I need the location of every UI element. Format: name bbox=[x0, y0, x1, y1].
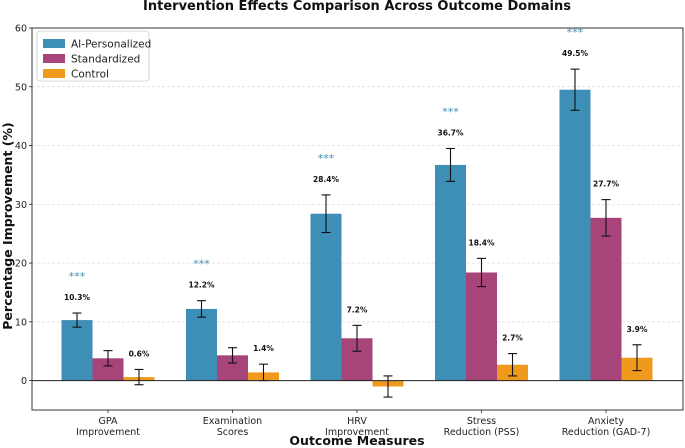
data-label: 1.4% bbox=[253, 344, 274, 353]
data-label: 0.6% bbox=[129, 349, 150, 358]
x-tick-label: Scores bbox=[217, 427, 249, 438]
bars bbox=[61, 89, 653, 387]
x-tick-label: Reduction (PSS) bbox=[444, 427, 520, 438]
data-label: 10.3% bbox=[64, 293, 91, 302]
data-label: 7.2% bbox=[347, 305, 368, 314]
error-bars bbox=[72, 68, 642, 398]
y-tick-label: 10 bbox=[15, 317, 27, 328]
x-tick-label: Anxiety bbox=[588, 416, 624, 427]
bar-standardized-0 bbox=[92, 358, 124, 381]
data-label: 12.2% bbox=[188, 281, 215, 290]
bar-ai-personalized-2 bbox=[310, 213, 342, 381]
x-axis-title: Outcome Measures bbox=[289, 433, 424, 448]
y-tick-label: 60 bbox=[15, 24, 27, 35]
legend-label: AI-Personalized bbox=[71, 39, 151, 51]
significance-marker: *** bbox=[69, 270, 86, 283]
bar-standardized-3 bbox=[466, 272, 497, 381]
significance-marker: *** bbox=[318, 152, 335, 165]
x-tick-label: Improvement bbox=[76, 427, 140, 438]
data-label: 3.9% bbox=[627, 325, 648, 334]
data-label: 36.7% bbox=[437, 128, 464, 137]
legend-swatch-control bbox=[43, 69, 65, 78]
y-tick-label: 20 bbox=[15, 259, 27, 270]
x-tick-label: GPA bbox=[99, 416, 118, 427]
legend-swatch-standardized bbox=[43, 54, 65, 63]
y-tick-label: 40 bbox=[15, 141, 27, 152]
data-label: 2.7% bbox=[502, 334, 523, 343]
bar-ai-personalized-4 bbox=[559, 89, 591, 381]
x-tick-label: Examination bbox=[203, 416, 262, 427]
y-axis-title: Percentage Improvement (%) bbox=[0, 122, 15, 329]
y-tick-label: 50 bbox=[15, 82, 27, 93]
data-label: 28.4% bbox=[313, 175, 340, 184]
x-tick-label: Reduction (GAD-7) bbox=[562, 427, 651, 438]
data-label: 27.7% bbox=[593, 180, 620, 189]
y-axis: 0 10 20 30 40 50 60 bbox=[15, 24, 32, 387]
y-tick-label: 0 bbox=[21, 376, 27, 387]
significance-marker: *** bbox=[193, 258, 210, 271]
x-tick-label: Stress bbox=[467, 416, 496, 427]
chart-title: Intervention Effects Comparison Across O… bbox=[143, 0, 571, 14]
bar-standardized-4 bbox=[590, 217, 622, 381]
bar-ai-personalized-1 bbox=[186, 308, 217, 381]
legend-swatch-ai-personalized bbox=[43, 39, 65, 48]
legend: AI-Personalized Standardized Control bbox=[36, 30, 151, 82]
legend-label: Control bbox=[71, 69, 109, 81]
bar-ai-personalized-0 bbox=[61, 320, 93, 381]
x-tick-label: Improvement bbox=[325, 427, 389, 438]
y-tick-label: 30 bbox=[15, 200, 27, 211]
data-label: 49.5% bbox=[562, 49, 589, 58]
legend-label: Standardized bbox=[71, 54, 140, 66]
x-axis: GPAImprovementExaminationScoresHRVImprov… bbox=[76, 410, 650, 438]
plot-frame bbox=[31, 27, 684, 411]
significance-marker: *** bbox=[567, 26, 584, 39]
value-labels: 10.3% *** 12.2% *** 28.4% *** 36.7% *** 49.5% ***… bbox=[64, 26, 648, 358]
bar-ai-personalized-3 bbox=[435, 164, 466, 381]
data-label: 18.4% bbox=[468, 238, 495, 247]
x-tick-label: HRV bbox=[347, 416, 367, 427]
significance-marker: *** bbox=[442, 105, 459, 118]
